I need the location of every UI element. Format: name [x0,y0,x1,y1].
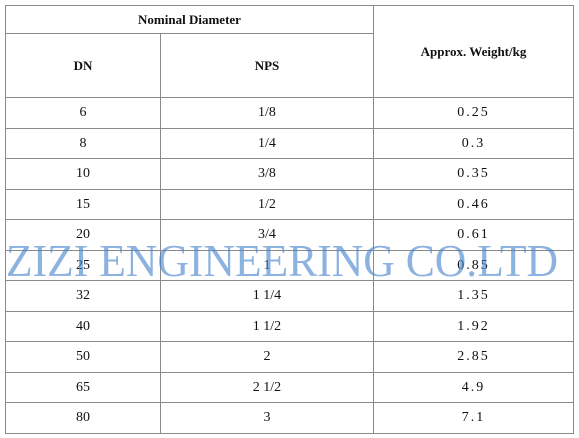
table-cell: 0.46 [373,189,574,220]
table-cell: 1 [160,250,374,281]
table-cell: 3 [160,402,374,434]
table-cell: 1.35 [373,280,574,312]
table-cell: 10 [5,158,161,190]
table-cell: 2.85 [373,341,574,373]
table-cell: 1/4 [160,128,374,159]
table-cell: 80 [5,402,161,434]
table-cell: 0.85 [373,250,574,281]
table-cell: 6 [5,97,161,129]
table-cell: 50 [5,341,161,373]
table-cell: 32 [5,280,161,312]
table-cell: 3/4 [160,219,374,251]
table-cell: 65 [5,372,161,403]
table-cell: 20 [5,219,161,251]
table-cell: 4.9 [373,372,574,403]
table-cell: 2 [160,341,374,373]
table-cell: 1.92 [373,311,574,342]
table-cell: 40 [5,311,161,342]
table-cell: 15 [5,189,161,220]
table-cell: 0.3 [373,128,574,159]
table-cell: 3/8 [160,158,374,190]
column-header: DN [5,33,161,98]
table-cell: 2 1/2 [160,372,374,403]
group-header: Nominal Diameter [5,5,374,34]
table-cell: 8 [5,128,161,159]
table-cell: 1/2 [160,189,374,220]
table-cell: 0.25 [373,97,574,129]
table-cell: 25 [5,250,161,281]
column-header: NPS [160,33,374,98]
table-cell: 1 1/2 [160,311,374,342]
table-cell: 1/8 [160,97,374,129]
column-header: Approx. Weight/kg [373,5,574,98]
table-cell: 0.35 [373,158,574,190]
table-cell: 0.61 [373,219,574,251]
table-cell: 7.1 [373,402,574,434]
table-cell: 1 1/4 [160,280,374,312]
